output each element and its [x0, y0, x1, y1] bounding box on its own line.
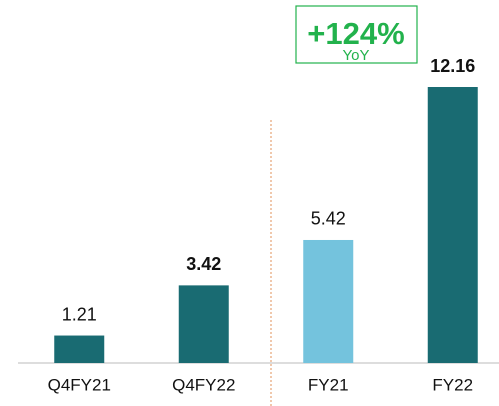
annotation-text: +124% — [307, 16, 404, 51]
bar — [178, 285, 229, 363]
x-tick-label: Q4FY22 — [172, 375, 235, 394]
x-tick-label: FY21 — [308, 375, 349, 394]
annotation-box — [295, 5, 418, 64]
bar — [427, 87, 478, 363]
x-tick-label: Q4FY21 — [48, 375, 111, 394]
x-tick-label: FY22 — [432, 375, 473, 394]
value-label: 5.42 — [311, 209, 346, 229]
value-label: 12.16 — [430, 56, 475, 76]
bar — [303, 239, 354, 363]
value-label: 3.42 — [186, 254, 221, 274]
bar — [54, 335, 105, 363]
value-label: 1.21 — [62, 304, 97, 324]
annotation-subtext: YoY — [343, 47, 370, 64]
